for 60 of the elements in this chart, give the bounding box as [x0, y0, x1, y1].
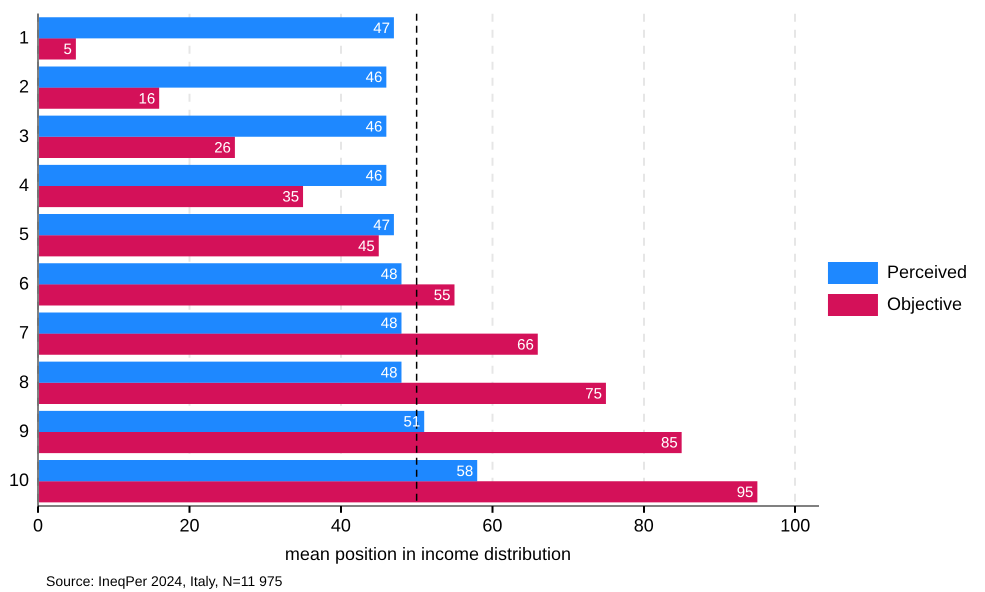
data-label: 26	[214, 140, 231, 157]
data-label: 16	[138, 90, 156, 108]
x-tick-label: 100	[780, 516, 810, 536]
bar	[39, 17, 394, 38]
data-label: 85	[660, 434, 678, 452]
bar	[39, 214, 394, 236]
bar	[39, 284, 454, 306]
y-tick-label: 7	[19, 322, 30, 343]
data-label: 35	[282, 188, 300, 206]
data-label: 45	[358, 238, 375, 255]
legend-label: Objective	[886, 294, 962, 314]
bar	[39, 88, 160, 109]
y-tick-label: 9	[19, 420, 30, 441]
x-tick-label: 20	[179, 516, 200, 536]
y-tick-label: 8	[19, 372, 30, 392]
x-tick-label: 60	[482, 516, 502, 536]
data-label: 95	[736, 484, 754, 501]
bar	[39, 410, 424, 432]
x-axis-title: mean position in income distribution	[284, 544, 572, 564]
data-label: 66	[517, 336, 534, 354]
y-tick-label: 6	[19, 273, 30, 294]
bar	[39, 38, 76, 60]
bar	[39, 116, 386, 137]
data-label: 48	[380, 315, 398, 332]
data-label: 48	[380, 266, 398, 283]
y-tick-label: 2	[19, 76, 30, 97]
data-label: 51	[404, 414, 420, 431]
data-label: 46	[366, 168, 382, 185]
bar	[39, 136, 235, 158]
bar	[39, 66, 386, 88]
data-label: 46	[366, 118, 382, 136]
data-label: 5	[64, 41, 72, 58]
bar	[39, 432, 682, 454]
x-tick-label: 0	[33, 516, 44, 536]
y-tick-label: 1	[19, 27, 30, 48]
data-label: 58	[456, 462, 474, 480]
bar	[39, 186, 304, 208]
data-label: 46	[366, 69, 382, 86]
bar	[39, 334, 538, 355]
y-tick-label: 10	[8, 470, 30, 490]
data-label: 47	[373, 20, 390, 37]
x-tick-label: 40	[330, 516, 351, 536]
bar	[39, 263, 402, 284]
bar	[39, 312, 402, 334]
bar	[39, 235, 379, 256]
source-note: Source: IneqPer 2024, Italy, N=11 975	[46, 573, 283, 589]
data-label: 48	[380, 364, 398, 382]
bar	[39, 164, 386, 186]
bar	[39, 362, 402, 383]
data-label: 55	[434, 287, 450, 304]
x-tick-label: 80	[634, 516, 654, 536]
bar	[39, 382, 606, 404]
data-label: 75	[585, 386, 602, 403]
bar	[39, 481, 758, 502]
bar	[39, 460, 478, 482]
legend-label: Perceived	[886, 262, 968, 282]
data-label: 47	[373, 216, 390, 234]
y-tick-label: 5	[19, 224, 30, 244]
y-tick-label: 3	[19, 126, 30, 146]
y-tick-label: 4	[19, 174, 30, 195]
